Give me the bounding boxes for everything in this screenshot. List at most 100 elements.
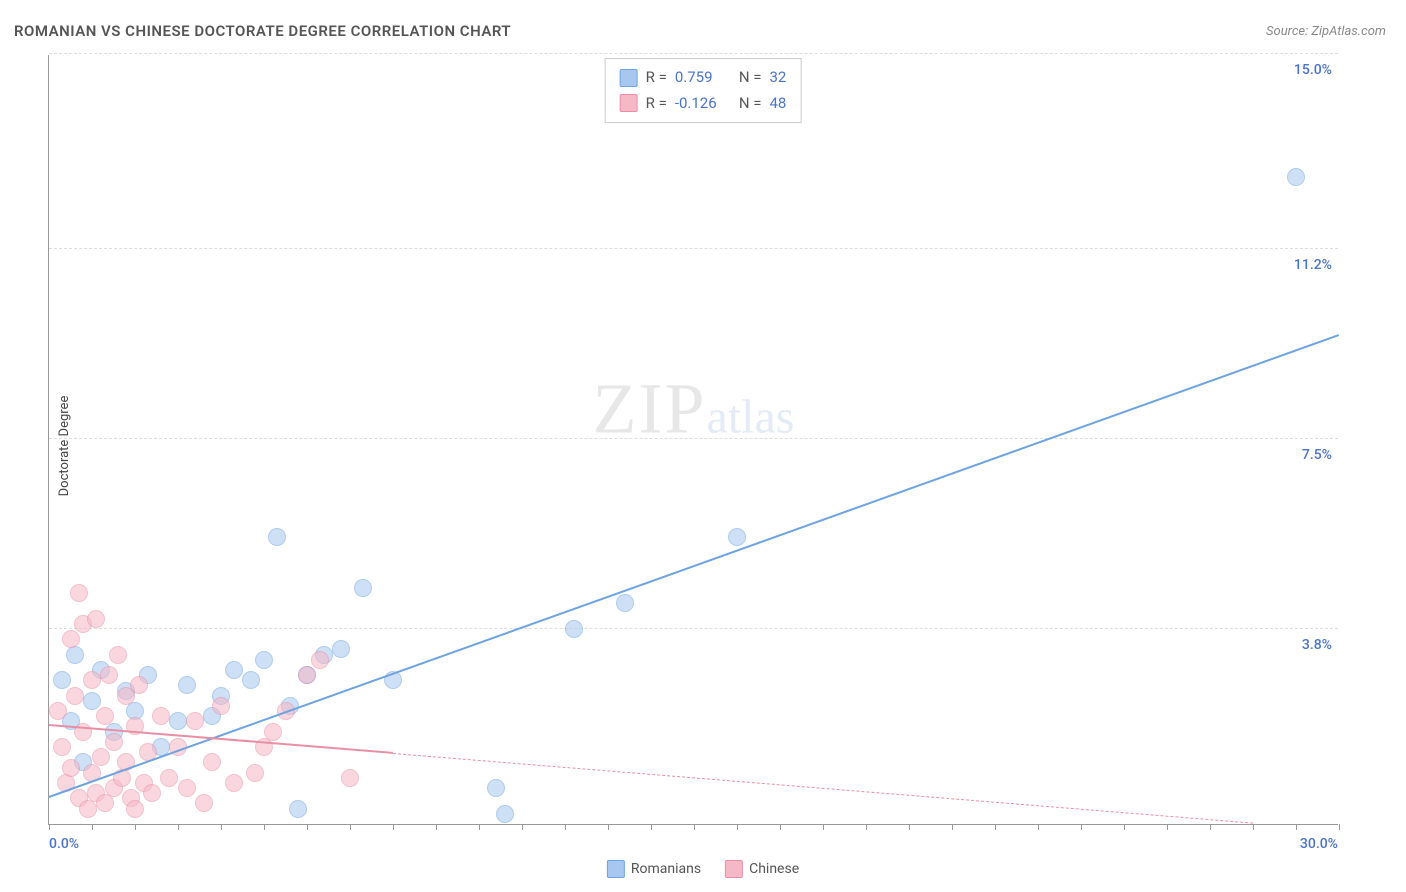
x-tick <box>651 824 652 830</box>
scatter-point <box>212 697 230 715</box>
x-tick <box>694 824 695 830</box>
gridline <box>49 628 1338 629</box>
legend-r-value: 0.759 <box>675 65 731 91</box>
x-tick <box>221 824 222 830</box>
x-min-label: 0.0% <box>49 836 79 852</box>
scatter-point <box>105 733 123 751</box>
series-legend: Romanians Chinese <box>607 860 799 878</box>
watermark-zip: ZIP <box>593 368 707 448</box>
legend-label: Romanians <box>631 861 701 877</box>
y-tick-label: 15.0% <box>1294 62 1332 78</box>
scatter-point <box>96 707 114 725</box>
legend-r-label: R = <box>646 65 667 91</box>
legend-n-label: N = <box>739 65 762 91</box>
legend-label: Chinese <box>749 861 799 877</box>
legend-swatch <box>725 860 743 878</box>
scatter-point <box>100 666 118 684</box>
scatter-point <box>298 666 316 684</box>
gridline <box>49 53 1338 54</box>
scatter-point <box>126 800 144 818</box>
scatter-point <box>53 738 71 756</box>
scatter-point <box>79 800 97 818</box>
x-tick <box>135 824 136 830</box>
y-tick-label: 7.5% <box>1302 447 1332 463</box>
scatter-point <box>246 764 264 782</box>
chart-container: ROMANIAN VS CHINESE DOCTORATE DEGREE COR… <box>0 0 1406 892</box>
x-tick <box>1210 824 1211 830</box>
x-tick <box>307 824 308 830</box>
scatter-point <box>487 779 505 797</box>
trendline <box>49 334 1340 798</box>
scatter-point <box>186 712 204 730</box>
x-tick <box>92 824 93 830</box>
scatter-point <box>255 651 273 669</box>
x-tick <box>350 824 351 830</box>
watermark-atlas: atlas <box>707 390 795 443</box>
x-tick <box>909 824 910 830</box>
scatter-point <box>195 794 213 812</box>
scatter-point <box>728 528 746 546</box>
scatter-point <box>1287 168 1305 186</box>
x-tick <box>565 824 566 830</box>
scatter-point <box>242 671 260 689</box>
scatter-point <box>83 692 101 710</box>
scatter-point <box>160 769 178 787</box>
scatter-point <box>341 769 359 787</box>
gridline <box>49 438 1338 439</box>
x-tick <box>1253 824 1254 830</box>
scatter-point <box>169 712 187 730</box>
x-tick <box>780 824 781 830</box>
legend-swatch <box>620 69 638 87</box>
scatter-point <box>565 620 583 638</box>
scatter-point <box>496 805 514 823</box>
gridline <box>49 248 1338 249</box>
x-tick <box>952 824 953 830</box>
x-tick <box>264 824 265 830</box>
legend-r-value: -0.126 <box>675 91 731 117</box>
x-tick <box>823 824 824 830</box>
correlation-legend: R =0.759N =32R =-0.126N =48 <box>605 58 802 123</box>
x-tick <box>1038 824 1039 830</box>
scatter-point <box>225 661 243 679</box>
x-tick <box>1124 824 1125 830</box>
scatter-point <box>83 671 101 689</box>
legend-item: Romanians <box>607 860 701 878</box>
x-max-label: 30.0% <box>1300 836 1338 852</box>
y-tick-label: 3.8% <box>1302 637 1332 653</box>
x-tick <box>866 824 867 830</box>
scatter-point <box>264 723 282 741</box>
scatter-point <box>152 707 170 725</box>
x-tick <box>1339 824 1340 830</box>
scatter-point <box>87 610 105 628</box>
scatter-point <box>143 784 161 802</box>
legend-row: R =-0.126N =48 <box>620 91 787 117</box>
x-tick <box>1081 824 1082 830</box>
x-tick <box>178 824 179 830</box>
x-tick <box>608 824 609 830</box>
scatter-point <box>178 676 196 694</box>
scatter-point <box>49 702 67 720</box>
legend-n-label: N = <box>739 91 762 117</box>
legend-n-value: 32 <box>769 65 786 91</box>
scatter-point <box>289 800 307 818</box>
x-tick <box>436 824 437 830</box>
scatter-point <box>109 646 127 664</box>
x-tick <box>393 824 394 830</box>
legend-r-label: R = <box>646 91 667 117</box>
legend-swatch <box>620 94 638 112</box>
x-tick <box>1296 824 1297 830</box>
legend-item: Chinese <box>725 860 799 878</box>
scatter-point <box>62 759 80 777</box>
scatter-point <box>53 671 71 689</box>
scatter-point <box>332 640 350 658</box>
scatter-point <box>354 579 372 597</box>
x-tick <box>1167 824 1168 830</box>
scatter-point <box>268 528 286 546</box>
scatter-point <box>225 774 243 792</box>
x-tick <box>479 824 480 830</box>
scatter-point <box>130 676 148 694</box>
scatter-point <box>96 794 114 812</box>
scatter-point <box>203 753 221 771</box>
x-tick <box>737 824 738 830</box>
scatter-point <box>311 651 329 669</box>
